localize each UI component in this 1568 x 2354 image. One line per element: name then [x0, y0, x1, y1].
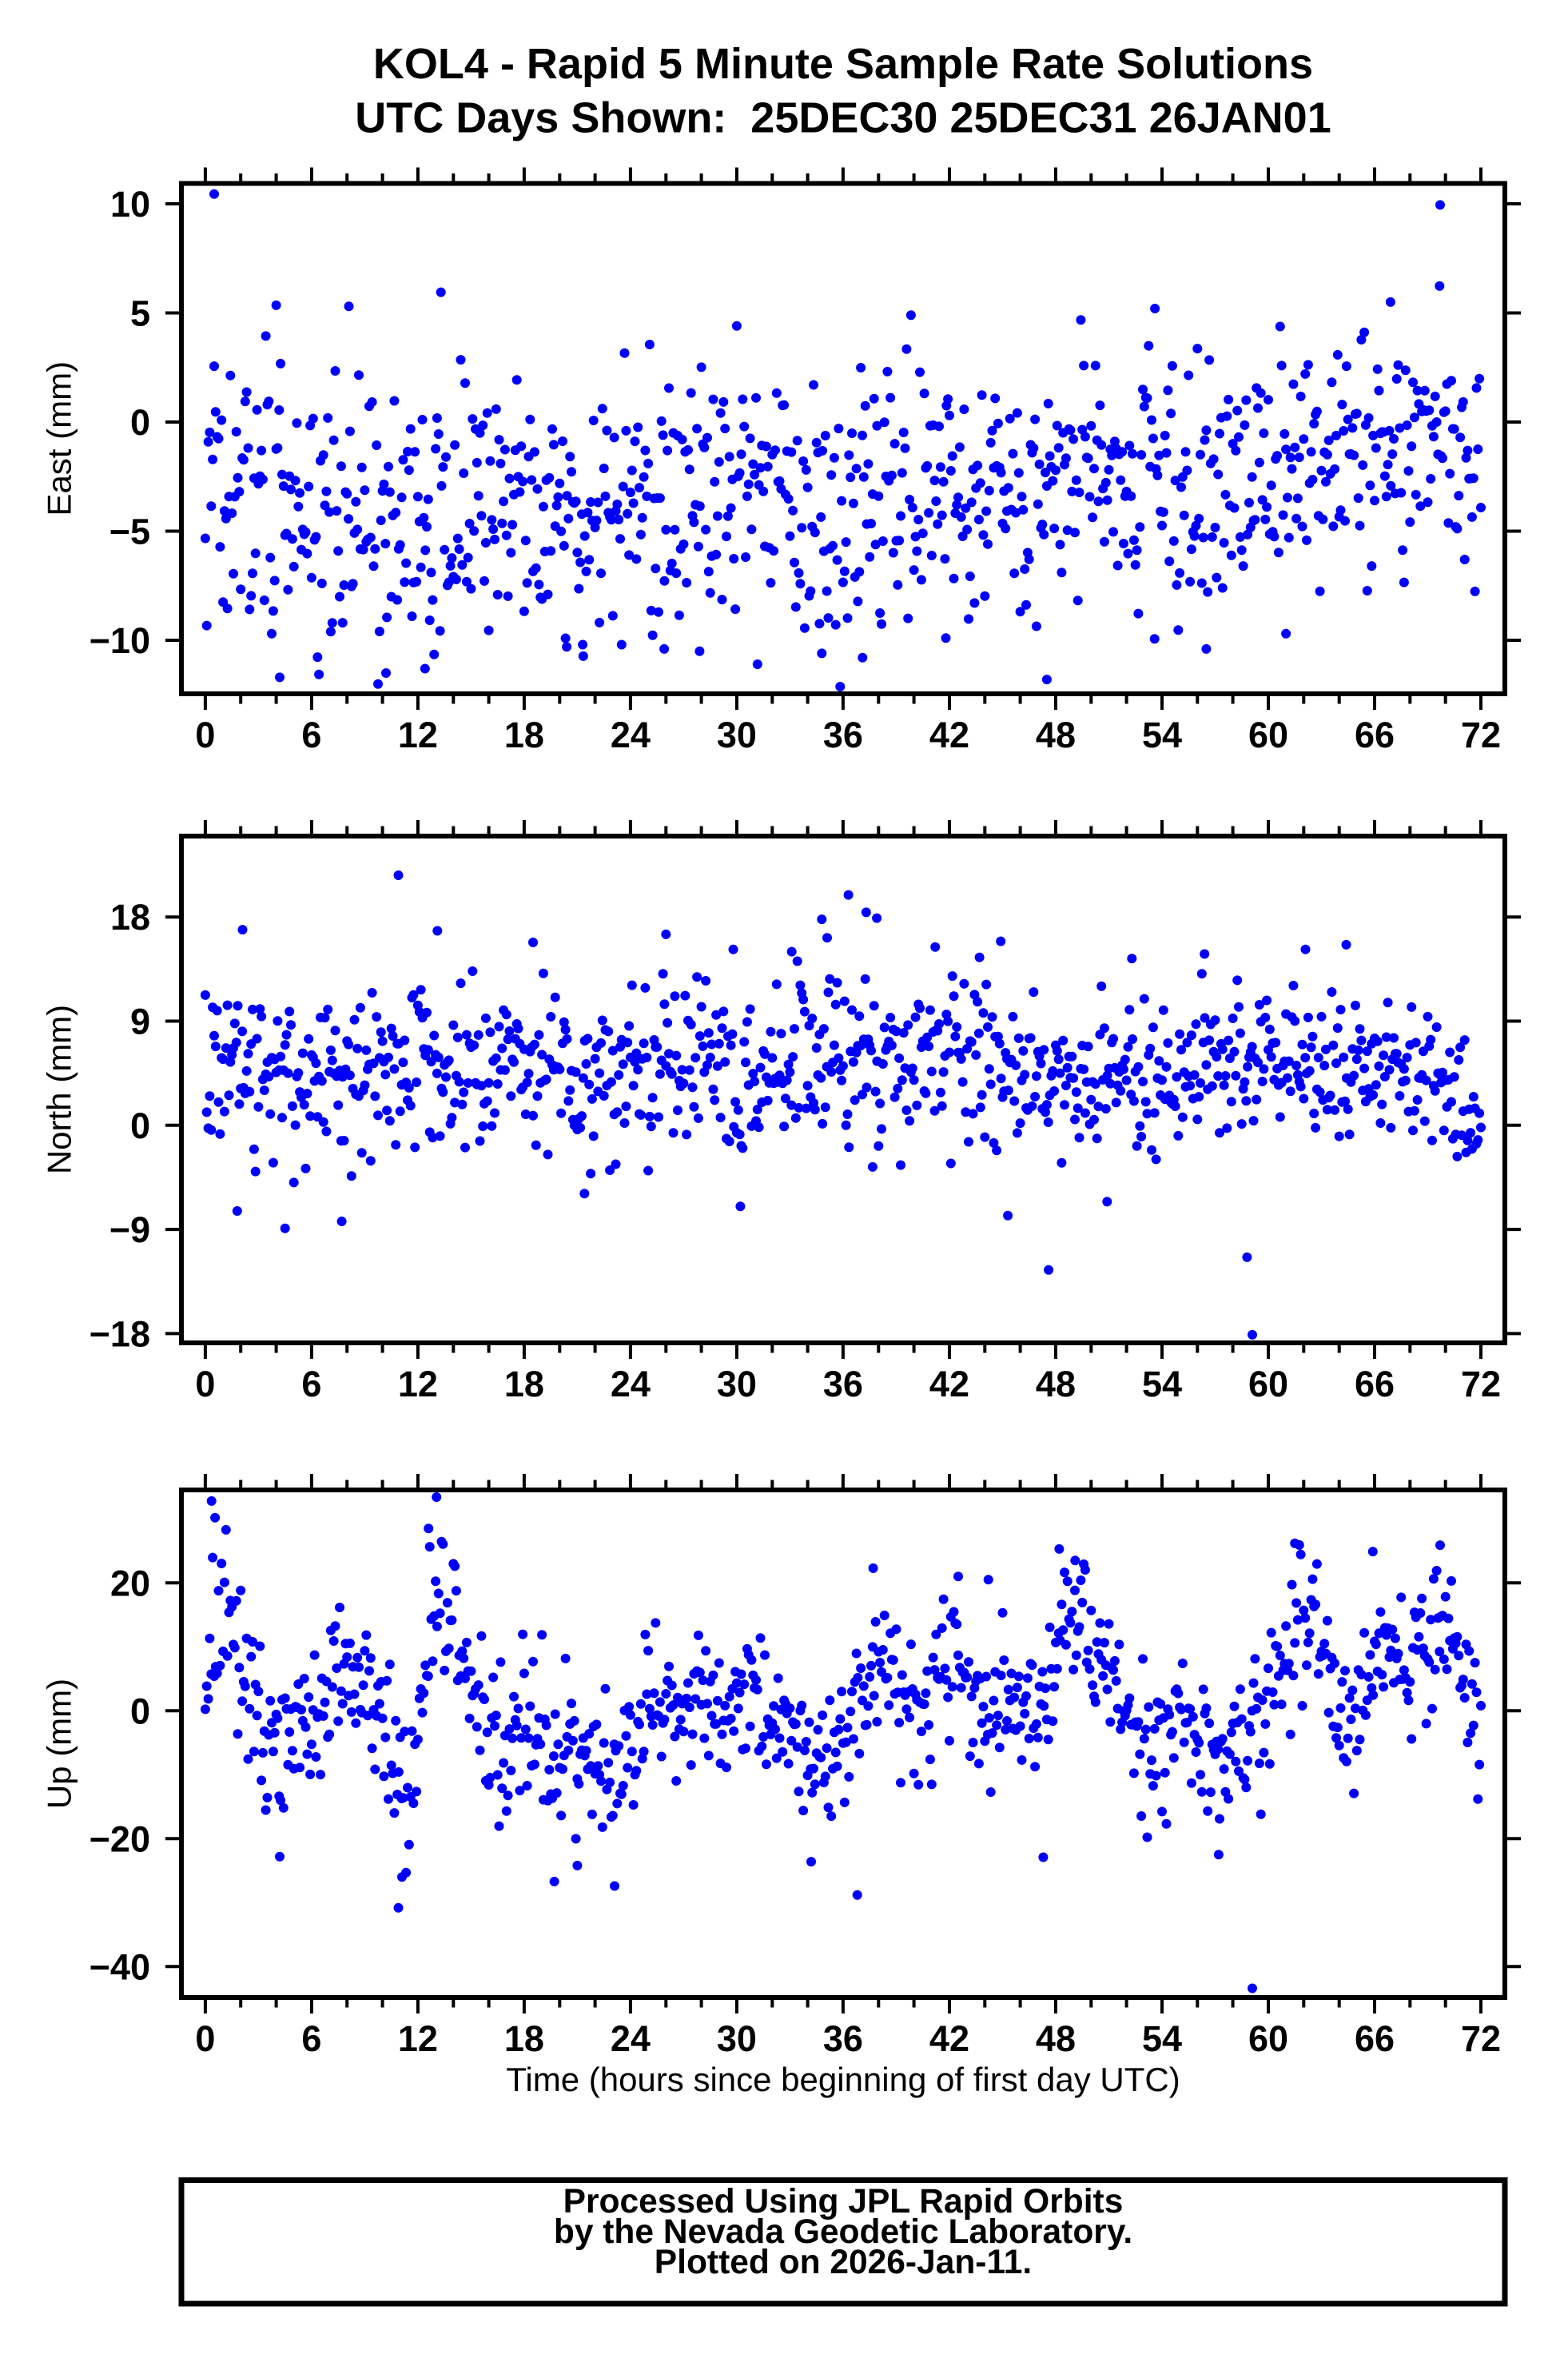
- svg-text:18: 18: [504, 715, 544, 755]
- svg-text:12: 12: [398, 2018, 438, 2059]
- svg-text:−20: −20: [90, 1818, 150, 1859]
- svg-text:0: 0: [130, 402, 150, 443]
- svg-text:0: 0: [130, 1691, 150, 1731]
- svg-text:12: 12: [398, 715, 438, 755]
- svg-text:Up (mm): Up (mm): [41, 1679, 78, 1809]
- svg-text:12: 12: [398, 1364, 438, 1404]
- svg-text:48: 48: [1036, 2018, 1076, 2059]
- svg-text:36: 36: [823, 715, 863, 755]
- svg-text:0: 0: [195, 2018, 215, 2059]
- svg-text:24: 24: [611, 1364, 651, 1404]
- svg-text:42: 42: [929, 715, 969, 755]
- svg-text:42: 42: [929, 1364, 969, 1404]
- svg-text:24: 24: [611, 715, 651, 755]
- svg-text:66: 66: [1355, 715, 1395, 755]
- svg-text:6: 6: [301, 715, 321, 755]
- svg-text:54: 54: [1142, 2018, 1182, 2059]
- svg-text:KOL4 - Rapid 5 Minute Sample R: KOL4 - Rapid 5 Minute Sample Rate Soluti…: [373, 40, 1313, 88]
- svg-text:−40: −40: [90, 1946, 150, 1987]
- svg-text:5: 5: [130, 293, 150, 334]
- svg-text:72: 72: [1461, 715, 1501, 755]
- svg-text:18: 18: [110, 897, 150, 938]
- svg-text:66: 66: [1355, 2018, 1395, 2059]
- svg-text:24: 24: [611, 2018, 651, 2059]
- svg-text:Processed Using JPL Rapid Orbi: Processed Using JPL Rapid Orbits: [563, 2183, 1124, 2221]
- svg-text:9: 9: [130, 1001, 150, 1042]
- svg-text:−9: −9: [109, 1209, 150, 1250]
- svg-text:Plotted on 2026-Jan-11.: Plotted on 2026-Jan-11.: [655, 2244, 1032, 2281]
- svg-text:60: 60: [1248, 715, 1288, 755]
- svg-text:North (mm): North (mm): [41, 1005, 78, 1174]
- svg-text:0: 0: [195, 715, 215, 755]
- svg-text:18: 18: [504, 1364, 544, 1404]
- svg-text:30: 30: [717, 2018, 757, 2059]
- svg-text:6: 6: [301, 2018, 321, 2059]
- svg-text:20: 20: [110, 1563, 150, 1603]
- svg-text:by the Nevada Geodetic Laborat: by the Nevada Geodetic Laboratory.: [554, 2213, 1132, 2251]
- svg-text:30: 30: [717, 715, 757, 755]
- svg-text:−18: −18: [90, 1313, 150, 1354]
- svg-text:UTC Days Shown: 25DEC30 25DEC: UTC Days Shown: 25DEC30 25DEC31 26JAN01: [355, 94, 1331, 142]
- svg-text:10: 10: [110, 184, 150, 225]
- svg-text:72: 72: [1461, 1364, 1501, 1404]
- svg-text:Time (hours since beginning of: Time (hours since beginning of first day…: [506, 2061, 1180, 2098]
- svg-text:36: 36: [823, 1364, 863, 1404]
- svg-text:48: 48: [1036, 715, 1076, 755]
- svg-text:−5: −5: [109, 512, 150, 552]
- svg-text:66: 66: [1355, 1364, 1395, 1404]
- svg-text:54: 54: [1142, 1364, 1182, 1404]
- svg-text:72: 72: [1461, 2018, 1501, 2059]
- svg-text:East (mm): East (mm): [41, 361, 78, 516]
- svg-text:48: 48: [1036, 1364, 1076, 1404]
- svg-text:18: 18: [504, 2018, 544, 2059]
- svg-text:36: 36: [823, 2018, 863, 2059]
- svg-text:60: 60: [1248, 1364, 1288, 1404]
- svg-text:42: 42: [929, 2018, 969, 2059]
- svg-text:0: 0: [195, 1364, 215, 1404]
- svg-text:0: 0: [130, 1105, 150, 1146]
- svg-text:6: 6: [301, 1364, 321, 1404]
- svg-text:−10: −10: [90, 620, 150, 661]
- svg-text:60: 60: [1248, 2018, 1288, 2059]
- svg-text:54: 54: [1142, 715, 1182, 755]
- svg-text:30: 30: [717, 1364, 757, 1404]
